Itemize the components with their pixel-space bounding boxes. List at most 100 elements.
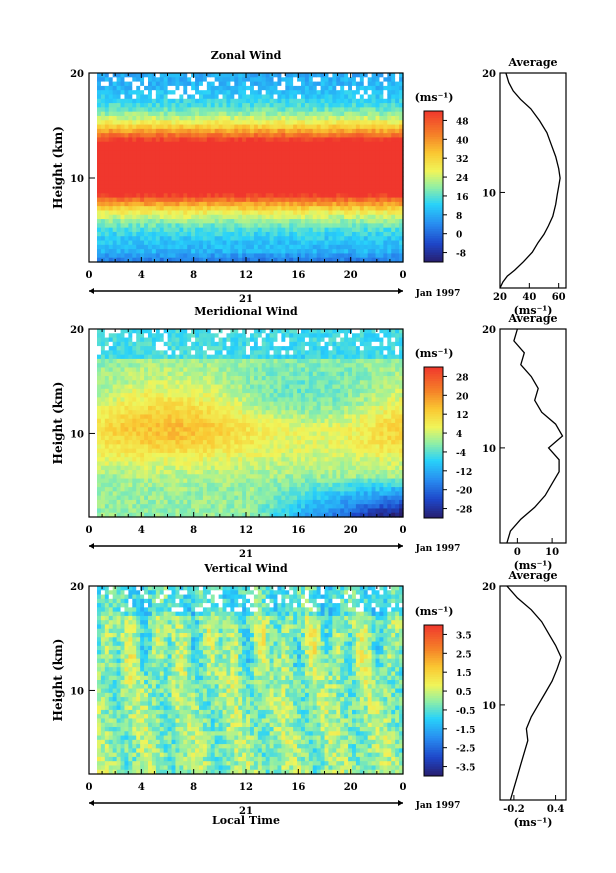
heatmap-cell <box>97 171 102 177</box>
heatmap-cell <box>312 227 318 233</box>
heatmap-cell <box>218 214 224 220</box>
heatmap-cell <box>132 184 137 190</box>
heatmap-cell <box>199 167 204 173</box>
heatmap-cell <box>151 358 157 364</box>
heatmap-cell <box>187 495 192 501</box>
heatmap-cell <box>328 90 333 96</box>
heatmap-cell <box>222 180 228 186</box>
heatmap-cell <box>124 73 129 78</box>
heatmap-cell <box>132 495 137 501</box>
heatmap-cell <box>359 188 365 194</box>
heatmap-cell <box>144 414 149 420</box>
heatmap-cell <box>234 197 239 203</box>
heatmap-cell <box>250 85 255 91</box>
heatmap-cell <box>124 354 129 360</box>
heatmap-cell <box>179 253 184 259</box>
heatmap-cell <box>136 337 141 343</box>
heatmap-cell <box>179 393 184 398</box>
heatmap-cell <box>112 448 118 454</box>
heatmap-cell <box>297 81 302 87</box>
heatmap-cell <box>116 128 122 134</box>
heatmap-cell <box>281 77 286 83</box>
heatmap-cell <box>167 128 173 134</box>
heatmap-cell <box>391 133 396 139</box>
heatmap-cell <box>344 249 349 255</box>
colorbar-swatch <box>424 118 443 121</box>
heatmap-cell <box>112 111 118 117</box>
heatmap-cell <box>222 98 228 104</box>
heatmap-cell <box>355 158 361 164</box>
heatmap-cell <box>253 184 259 190</box>
heatmap-cell <box>136 240 141 246</box>
heatmap-cell <box>167 508 173 514</box>
heatmap-cell <box>104 85 110 91</box>
heatmap-cell <box>301 240 306 246</box>
heatmap-cell <box>344 227 349 233</box>
heatmap-cell <box>175 201 180 207</box>
heatmap-cell <box>261 98 267 104</box>
heatmap-cell <box>136 448 141 454</box>
heatmap-cell <box>371 176 377 181</box>
heatmap-cell <box>320 257 326 263</box>
heatmap-cell <box>379 231 384 237</box>
heatmap-cell <box>136 214 141 220</box>
heatmap-cell <box>136 193 141 199</box>
heatmap-cell <box>124 329 129 334</box>
heatmap-cell <box>183 380 188 386</box>
heatmap-cell <box>112 98 118 104</box>
heatmap-cell <box>363 150 369 156</box>
heatmap-cell <box>348 184 353 190</box>
heatmap-cell <box>175 197 180 203</box>
heatmap-cell <box>183 107 188 113</box>
heatmap-cell <box>340 128 345 134</box>
heatmap-cell <box>132 337 137 343</box>
heatmap-cell <box>116 371 122 377</box>
heatmap-cell <box>108 350 114 356</box>
heatmap-cell <box>312 240 318 246</box>
heatmap-cell <box>195 103 200 108</box>
heatmap-cell <box>316 180 322 186</box>
heatmap-cell <box>202 107 208 113</box>
heatmap-cell <box>308 240 314 246</box>
heatmap-cell <box>144 397 149 403</box>
heatmap-cell <box>97 249 102 255</box>
colorbar-swatch <box>424 125 443 129</box>
heatmap-cell <box>163 354 169 360</box>
heatmap-cell <box>285 219 290 224</box>
heatmap-cell <box>242 236 247 242</box>
heatmap-cell <box>128 508 133 514</box>
heatmap-cell <box>210 465 216 471</box>
heatmap-cell <box>171 452 177 458</box>
heatmap-cell <box>289 137 294 143</box>
heatmap-cell <box>250 150 255 156</box>
heatmap-cell <box>206 154 212 160</box>
heatmap-cell <box>179 90 184 96</box>
heatmap-cell <box>100 128 106 134</box>
heatmap-cell <box>355 206 361 212</box>
heatmap-cell <box>159 201 165 207</box>
heatmap-cell <box>144 482 149 488</box>
heatmap-cell <box>124 115 129 121</box>
heatmap-cell <box>218 197 224 203</box>
heatmap-cell <box>100 180 106 186</box>
heatmap-cell <box>159 478 165 484</box>
heatmap-cell <box>391 219 396 224</box>
heatmap-cell <box>281 128 286 134</box>
heatmap-cell <box>144 491 149 497</box>
heatmap-cell <box>124 201 129 207</box>
heatmap-cell <box>97 240 102 246</box>
heatmap-cell <box>246 163 251 169</box>
heatmap-cell <box>183 499 188 505</box>
heatmap-cell <box>250 231 255 237</box>
heatmap-cell <box>155 120 161 126</box>
heatmap-cell <box>371 85 377 91</box>
heatmap-cell <box>399 98 404 104</box>
heatmap-cell <box>222 236 228 242</box>
heatmap-cell <box>210 482 216 488</box>
heatmap-cell <box>112 461 118 467</box>
heatmap-cell <box>128 146 133 151</box>
heatmap-cell <box>214 214 220 220</box>
heatmap-cell <box>304 73 310 78</box>
heatmap-cell <box>367 180 373 186</box>
heatmap-cell <box>167 350 173 356</box>
